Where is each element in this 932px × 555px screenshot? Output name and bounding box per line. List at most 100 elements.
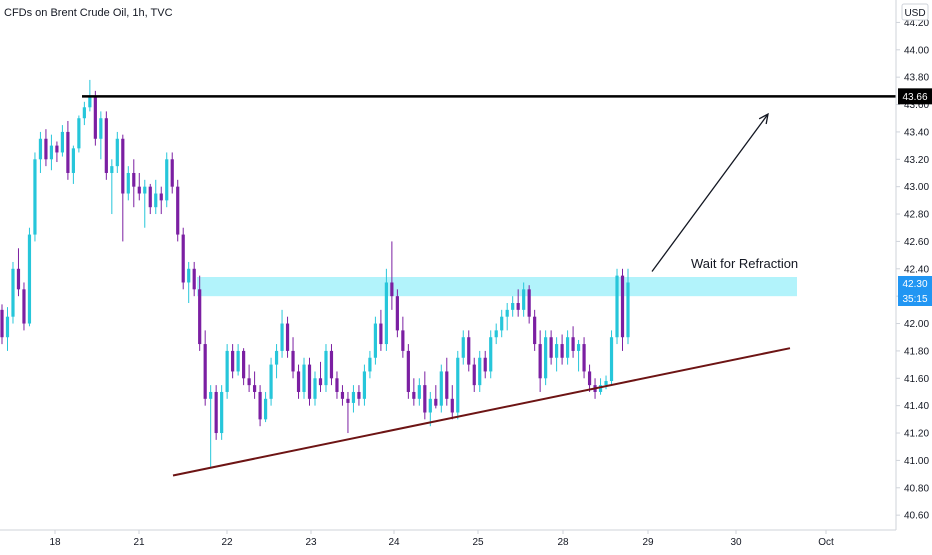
candle-body[interactable] (500, 316, 504, 331)
candle-body[interactable] (379, 323, 383, 345)
candle-body[interactable] (291, 350, 295, 372)
candle-body[interactable] (16, 268, 21, 290)
candle-body[interactable] (110, 166, 114, 173)
candle-body[interactable] (231, 350, 235, 372)
candle-body[interactable] (148, 186, 152, 208)
candle-body[interactable] (494, 330, 498, 338)
candle-body[interactable] (516, 303, 520, 310)
candle-body[interactable] (5, 316, 10, 338)
candle-body[interactable] (49, 145, 54, 160)
candle-body[interactable] (318, 378, 323, 386)
candle-body[interactable] (340, 391, 345, 399)
candle-body[interactable] (225, 350, 229, 392)
candle-body[interactable] (121, 138, 125, 194)
candle-body[interactable] (417, 385, 421, 399)
candle-body[interactable] (571, 337, 575, 351)
candle-body[interactable] (401, 330, 405, 351)
candle-body[interactable] (44, 138, 48, 160)
candle-body[interactable] (456, 357, 460, 413)
candle-body[interactable] (390, 282, 394, 297)
candle-body[interactable] (143, 186, 147, 194)
candle-body[interactable] (357, 391, 361, 399)
candle-body[interactable] (198, 289, 202, 345)
candle-body[interactable] (269, 364, 273, 399)
candle-body[interactable] (587, 371, 592, 386)
candle-body[interactable] (154, 193, 158, 208)
candle-body[interactable] (38, 138, 43, 160)
candle-body[interactable] (296, 371, 301, 392)
candle-body[interactable] (511, 303, 515, 310)
resistance-zone[interactable] (197, 277, 797, 297)
candle-body[interactable] (104, 118, 108, 173)
candle-body[interactable] (274, 350, 279, 365)
price-axis[interactable]: 40.60 40.80 41.00 41.20 41.40 41.60 41.80 42.00… (896, 18, 929, 522)
candle-body[interactable] (538, 344, 542, 379)
candle-body[interactable] (527, 289, 531, 317)
candle-body[interactable] (329, 350, 334, 379)
candle-body[interactable] (263, 398, 268, 420)
candle-body[interactable] (55, 145, 59, 153)
candle-body[interactable] (280, 323, 284, 351)
candle-body[interactable] (137, 186, 141, 194)
candle-body[interactable] (346, 398, 350, 403)
candle-body[interactable] (0, 309, 4, 338)
candle-body[interactable] (214, 391, 218, 434)
candle-body[interactable] (115, 138, 119, 167)
candle-body[interactable] (93, 96, 97, 139)
candle-body[interactable] (181, 234, 185, 283)
candle-body[interactable] (335, 378, 339, 392)
candle-body[interactable] (406, 350, 410, 392)
candle-body[interactable] (258, 391, 262, 420)
candle-body[interactable] (467, 337, 471, 365)
candle-body[interactable] (368, 357, 372, 372)
candle-body[interactable] (472, 364, 476, 386)
candle-body[interactable] (247, 378, 251, 386)
candle-body[interactable] (236, 350, 240, 372)
candle-body[interactable] (620, 275, 625, 338)
candle-body[interactable] (533, 316, 537, 345)
time-axis[interactable]: 18 21 22 23 24 25 28 29 30 Oct (49, 530, 834, 548)
candle-body[interactable] (615, 275, 619, 338)
candle-body[interactable] (71, 148, 75, 173)
candle-body[interactable] (582, 344, 586, 372)
candle-body[interactable] (549, 337, 553, 358)
candle-body[interactable] (242, 350, 246, 379)
candle-body[interactable] (412, 391, 416, 399)
candle-body[interactable] (132, 172, 136, 187)
candle-body[interactable] (423, 385, 427, 413)
candle-body[interactable] (445, 371, 449, 399)
candle-body[interactable] (576, 344, 581, 351)
projection-arrow-line[interactable] (651, 113, 769, 272)
candle-body[interactable] (203, 344, 207, 399)
candle-body[interactable] (483, 357, 487, 372)
candle-body[interactable] (384, 282, 388, 345)
candle-body[interactable] (66, 131, 70, 173)
candle-body[interactable] (434, 398, 438, 406)
candle-body[interactable] (159, 193, 163, 201)
candle-body[interactable] (478, 357, 482, 386)
candle-body[interactable] (11, 268, 15, 317)
candle-body[interactable] (209, 391, 213, 399)
candle-body[interactable] (428, 398, 432, 413)
candle-body[interactable] (252, 385, 257, 392)
candle-body[interactable] (302, 364, 306, 392)
candle-body[interactable] (313, 378, 317, 399)
candle-body[interactable] (522, 289, 526, 310)
candle-body[interactable] (22, 289, 26, 324)
candle-body[interactable] (82, 107, 86, 119)
candle-body[interactable] (505, 309, 509, 317)
candle-body[interactable] (176, 186, 180, 235)
candle-body[interactable] (565, 337, 570, 358)
currency-label[interactable]: USD (901, 3, 929, 21)
candle-body[interactable] (626, 282, 630, 338)
candle-body[interactable] (88, 96, 92, 108)
candle-body[interactable] (33, 159, 37, 235)
candle-body[interactable] (609, 337, 614, 382)
candle-body[interactable] (555, 344, 559, 358)
candle-body[interactable] (220, 391, 224, 434)
candle-body[interactable] (450, 398, 454, 413)
candle-body[interactable] (351, 391, 356, 403)
candle-body[interactable] (560, 344, 564, 358)
candle-body[interactable] (170, 159, 174, 187)
